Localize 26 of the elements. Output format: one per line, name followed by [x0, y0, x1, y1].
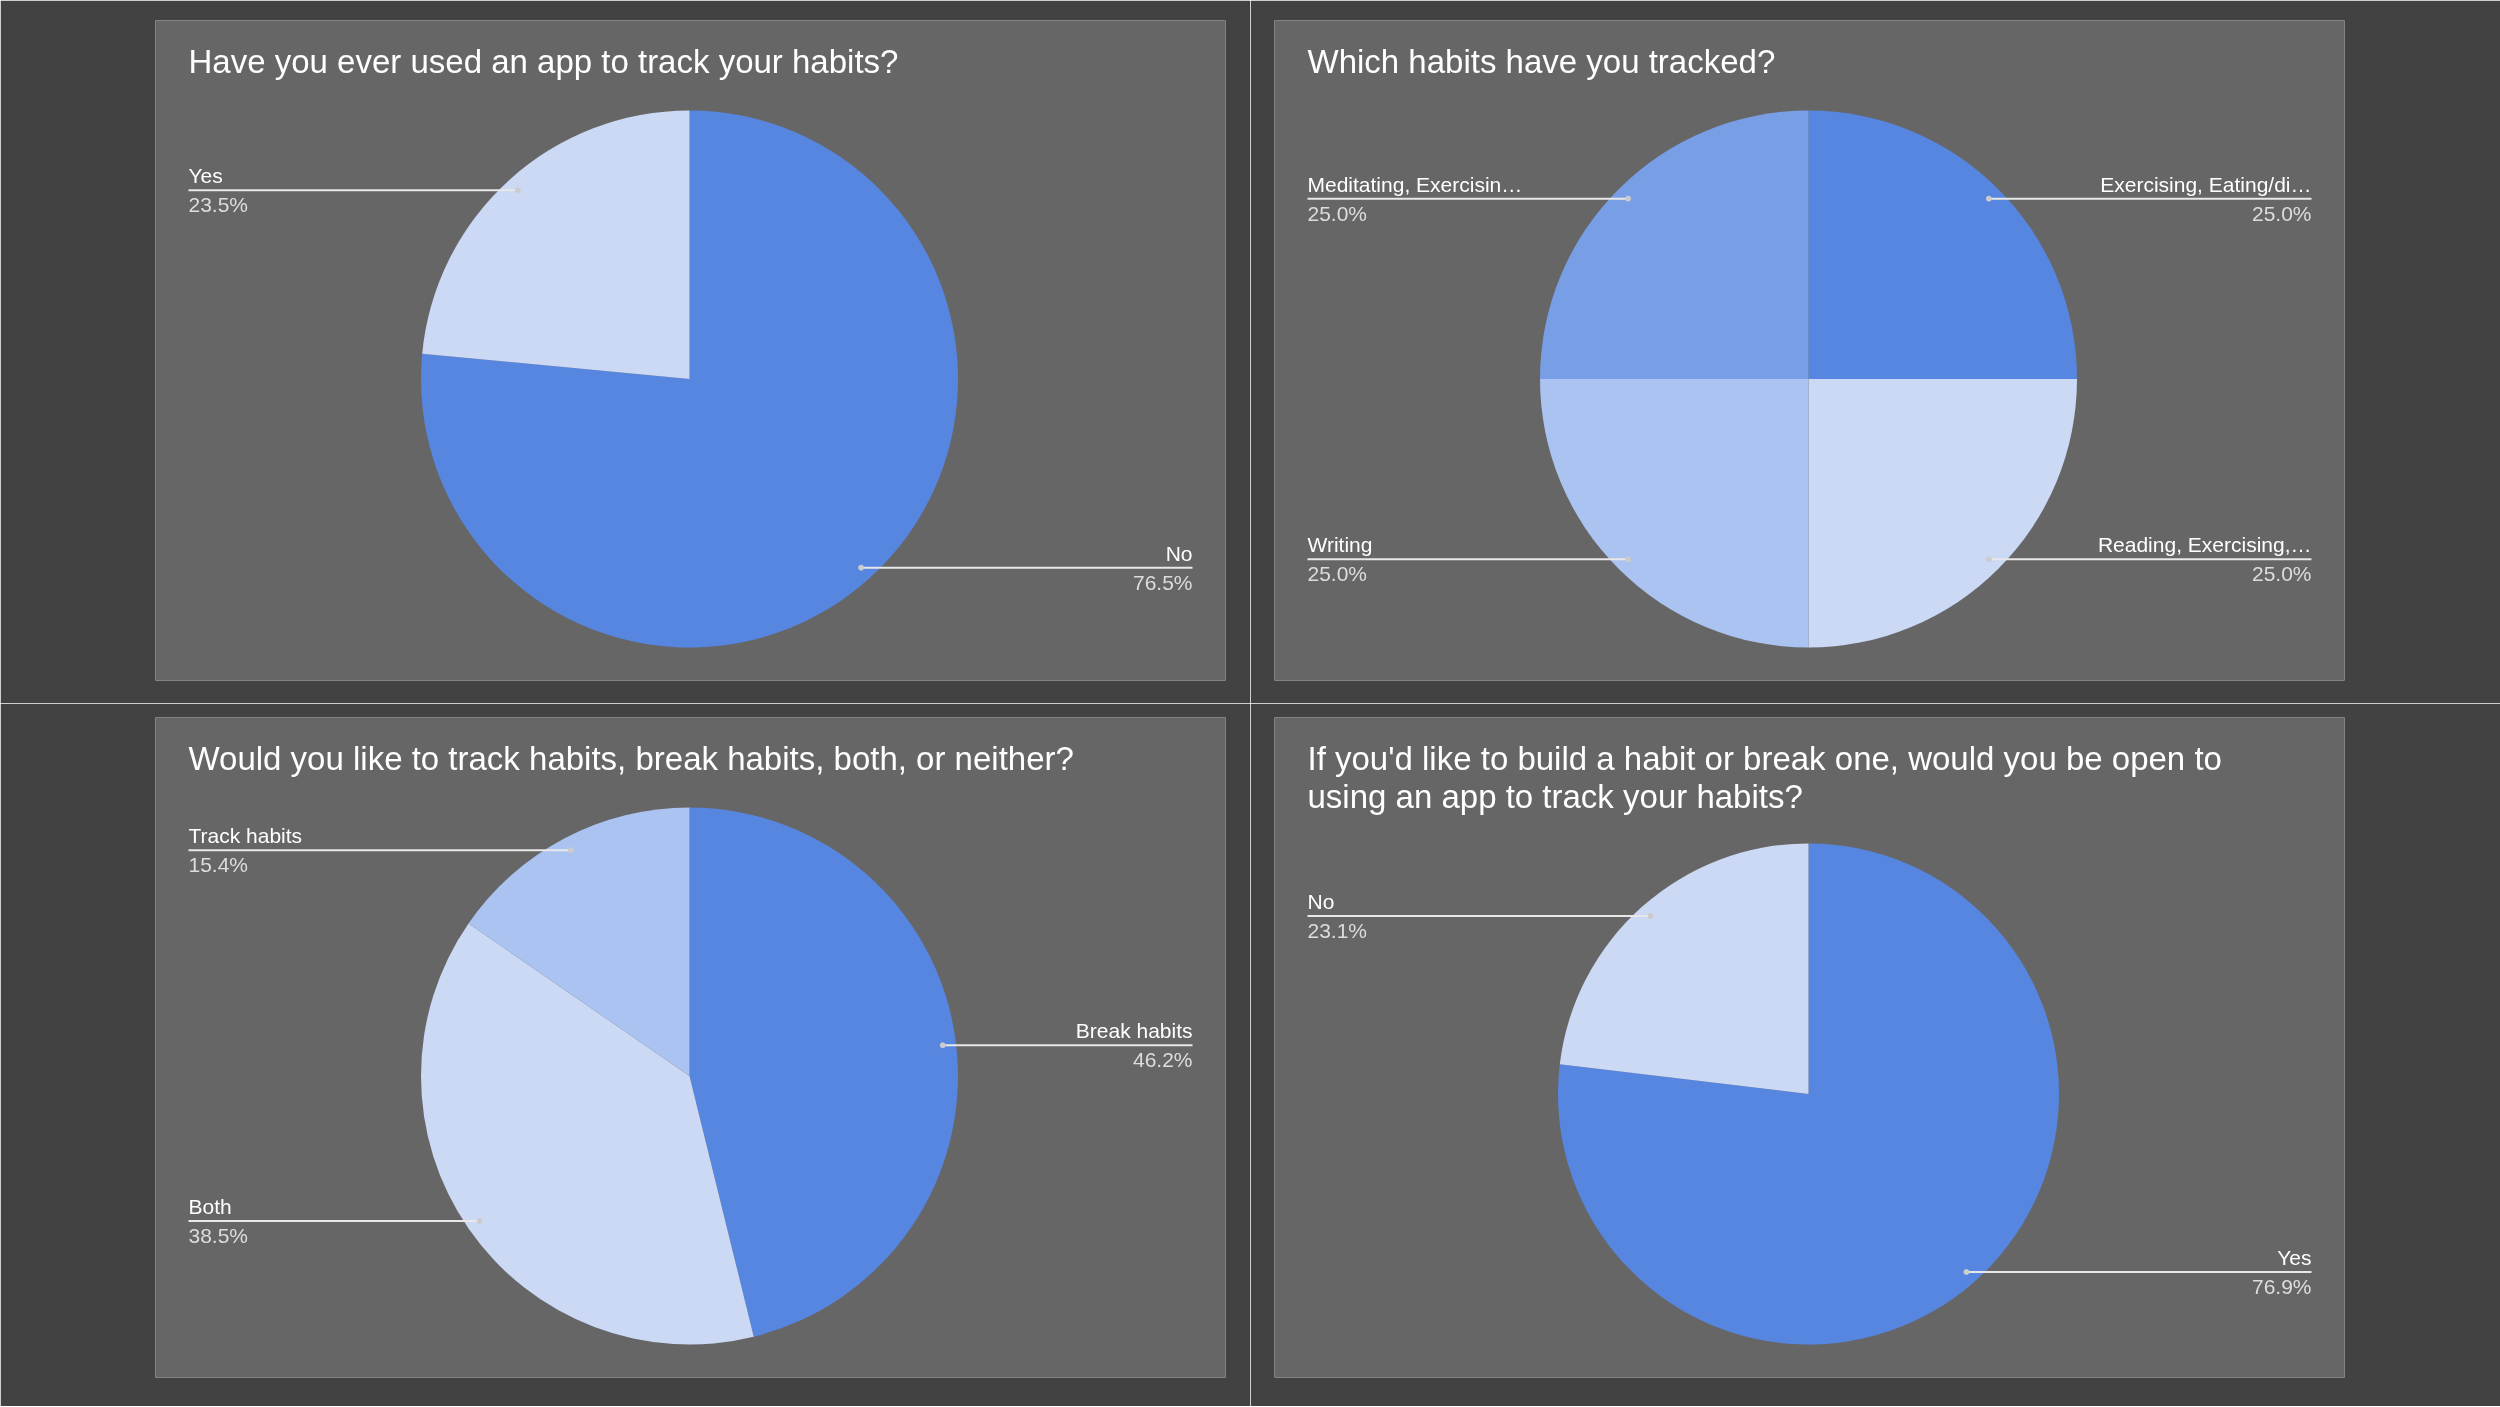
data-label: 76.9%	[2251, 1275, 2312, 1299]
slice-label: Writing	[1307, 533, 1373, 557]
slice-label: Exercising, Eating/di…	[2100, 172, 2312, 196]
data-label: 25.0%	[1307, 562, 1368, 586]
chart-title: Would you like to track habits, break habits, both, or neither?	[188, 739, 1074, 777]
data-label: 46.2%	[1132, 1048, 1193, 1072]
slice-label: Yes	[2277, 1246, 2312, 1270]
slice-label: Reading, Exercising,…	[2097, 533, 2312, 557]
data-label: 38.5%	[188, 1223, 249, 1247]
slice-label: No	[1165, 541, 1193, 565]
slice-label: Meditating, Exercisin…	[1307, 172, 1523, 196]
slice-label: Track habits	[188, 824, 303, 848]
data-label: 23.5%	[188, 193, 249, 217]
slice-label: Both	[188, 1194, 232, 1218]
data-label: 25.0%	[1307, 201, 1368, 225]
slice-label: Yes	[188, 164, 223, 188]
data-label: 15.4%	[188, 853, 249, 877]
chart-title: If you'd like to build a habit or break one, would you be open to using an app to track your habits?	[1307, 739, 2222, 816]
data-label: 25.0%	[2251, 201, 2312, 225]
slice-label: No	[1307, 889, 1335, 913]
data-label: 23.1%	[1307, 918, 1368, 942]
chart-title: Have you ever used an app to track your habits?	[188, 42, 899, 80]
slice-label: Break habits	[1075, 1019, 1193, 1043]
chart-title: Which habits have you tracked?	[1307, 42, 1776, 80]
data-label: 25.0%	[2251, 562, 2312, 586]
data-label: 76.5%	[1132, 570, 1193, 594]
